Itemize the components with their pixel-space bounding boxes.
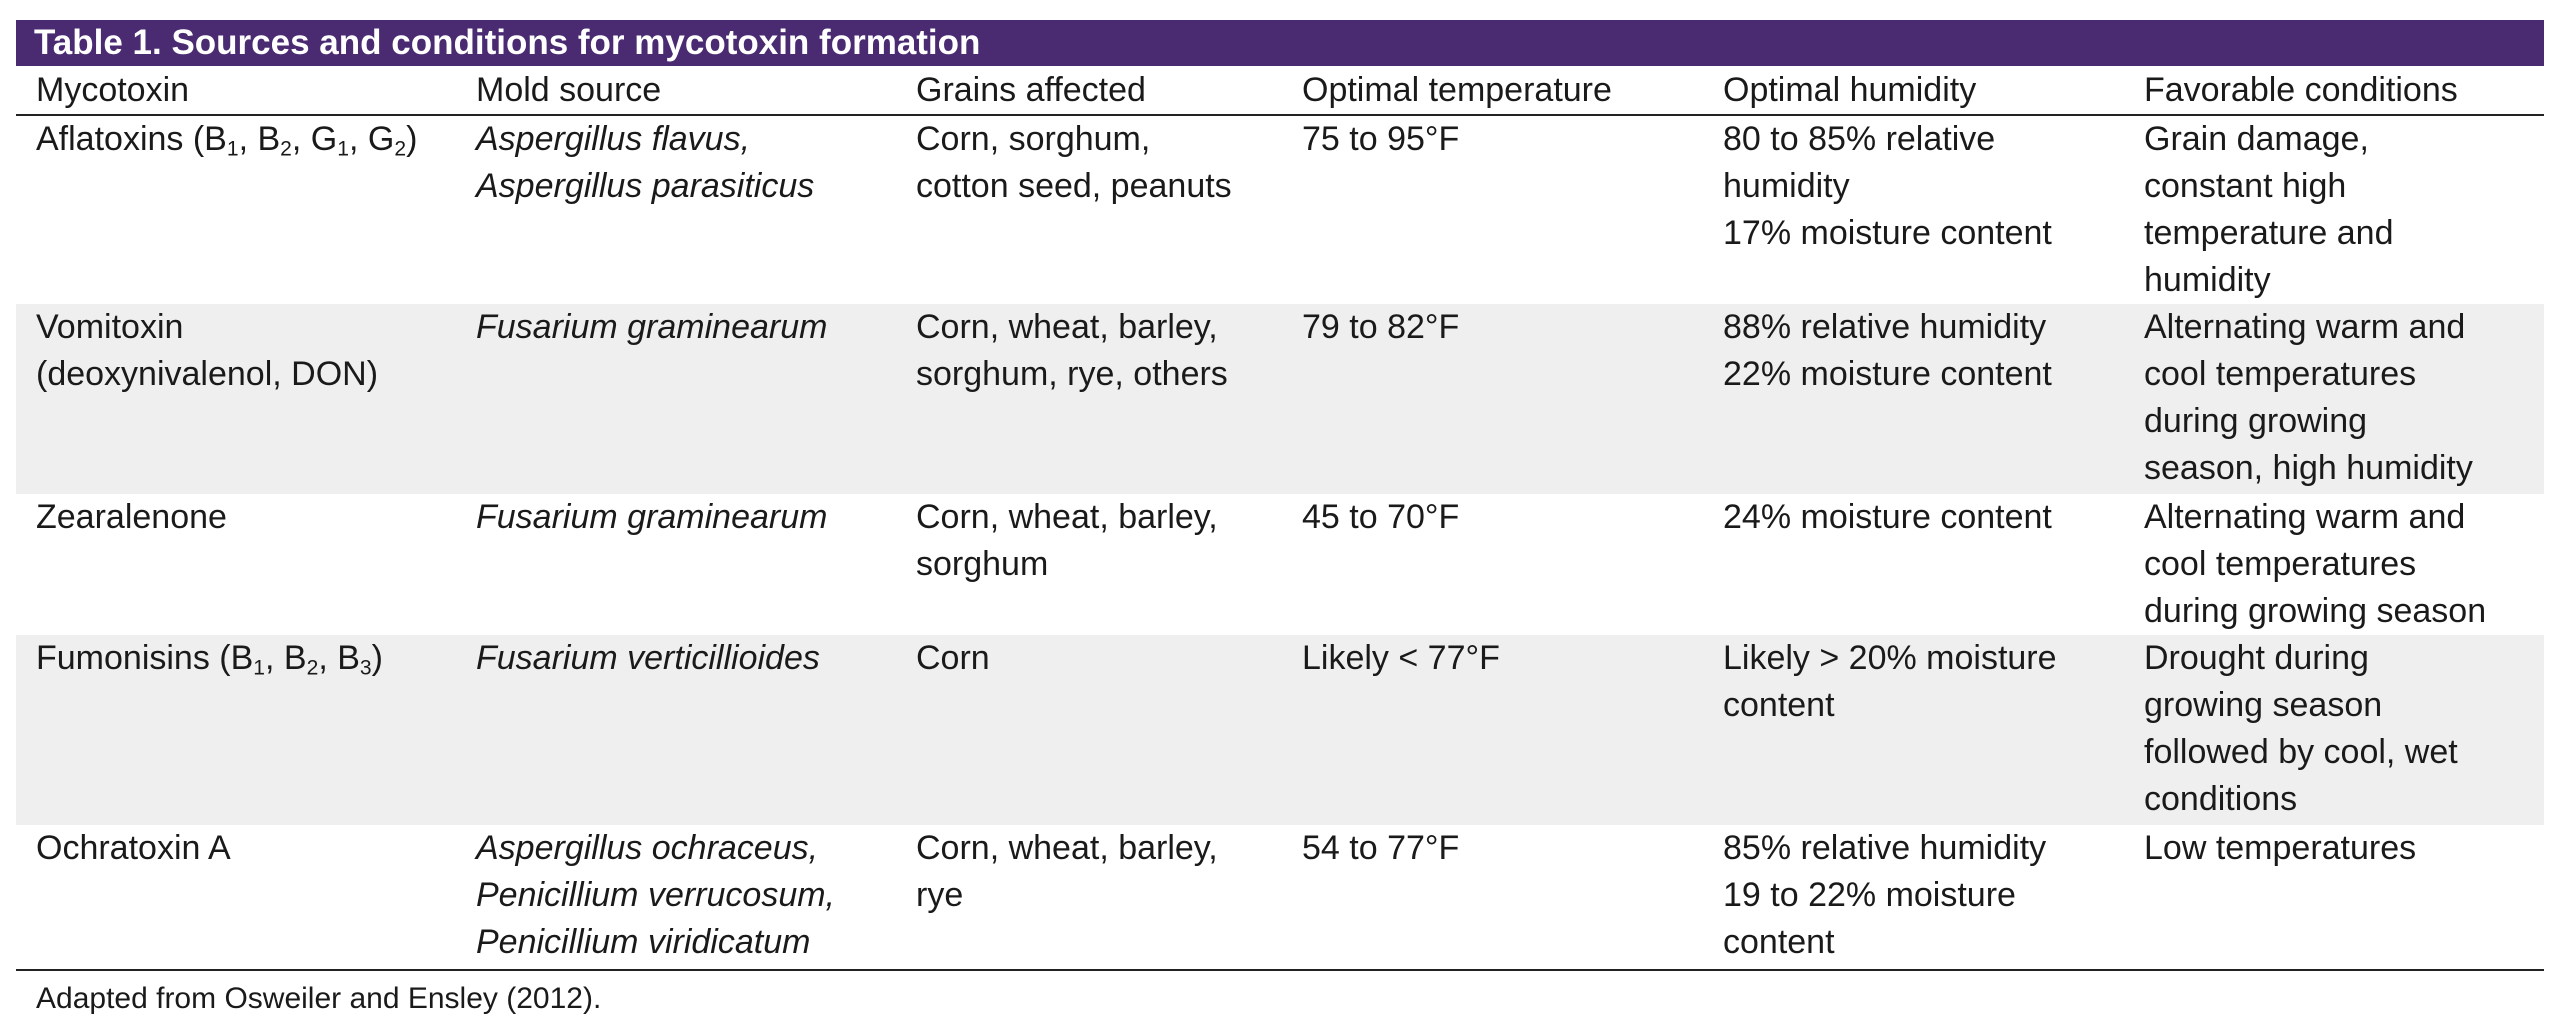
cell-mold-source: Aspergillus ochraceus, Penicillium verru… [456,825,896,971]
mycotoxin-table-figure: Table 1. Sources and conditions for myco… [16,20,2544,1019]
cell-mold-source: Fusarium graminearum [456,304,896,494]
source-note: Adapted from Osweiler and Ensley (2012). [36,982,602,1015]
cell-mycotoxin: Ochratoxin A [16,825,456,971]
cell-mold-source: Aspergillus flavus, Aspergillus parasiti… [476,120,815,205]
column-header-optimal-temperature: Optimal temperature [1282,66,1703,116]
cell-optimal-temperature: 54 to 77°F [1282,825,1703,971]
cell-favorable-conditions: Drought during growing season followed b… [2124,635,2544,825]
cell-favorable-conditions: Alternating warm and cool temperatures d… [2144,498,2487,630]
mycotoxin-name: Aflatoxins (B1, B2, G1, G2) [36,120,418,161]
mycotoxin-table: Mycotoxin Mold source Grains affected Op… [16,66,2544,971]
table-title: Table 1. Sources and conditions for myco… [16,20,2544,66]
cell-favorable-conditions: Grain damage, constant high temperature … [2144,120,2394,299]
cell-mycotoxin: Vomitoxin (deoxynivalenol, DON) [16,304,456,494]
column-header-favorable-conditions: Favorable conditions [2124,66,2544,116]
column-header-optimal-humidity: Optimal humidity [1703,66,2124,116]
table-row: Fumonisins (B1, B2, B3) Fusarium vertici… [16,635,2544,825]
cell-optimal-humidity: Likely > 20% moisture content [1703,635,2124,825]
cell-grains-affected: Corn, wheat, barley, sorghum, rye, other… [896,304,1282,494]
table-header-row: Mycotoxin Mold source Grains affected Op… [16,66,2544,116]
table-row: Aflatoxins (B1, B2, G1, G2) Aspergillus … [16,115,2544,304]
cell-mold-source: Fusarium verticillioides [456,635,896,825]
cell-optimal-temperature: 45 to 70°F [1302,498,1460,536]
cell-grains-affected: Corn, sorghum, cotton seed, peanuts [916,120,1232,205]
cell-grains-affected: Corn, wheat, barley, rye [896,825,1282,971]
cell-mycotoxin: Aflatoxins (B1, B2, G1, G2) [16,115,456,304]
column-header-grains-affected: Grains affected [896,66,1282,116]
column-header-mycotoxin: Mycotoxin [16,66,456,116]
cell-optimal-humidity: 85% relative humidity 19 to 22% moisture… [1703,825,2124,971]
mycotoxin-name: Fumonisins (B1, B2, B3) [36,639,383,680]
table-row: Ochratoxin A Aspergillus ochraceus, Peni… [16,825,2544,971]
column-header-mold-source: Mold source [456,66,896,116]
cell-optimal-humidity: 24% moisture content [1723,498,2052,536]
cell-optimal-temperature: 75 to 95°F [1302,120,1460,158]
cell-optimal-temperature: Likely < 77°F [1282,635,1703,825]
cell-optimal-humidity: 80 to 85% relative humidity 17% moisture… [1723,120,2052,252]
table-row: Zearalenone Fusarium graminearum Corn, w… [16,494,2544,635]
cell-mold-source: Fusarium graminearum [476,498,828,536]
cell-mycotoxin: Zearalenone [36,498,227,536]
cell-grains-affected: Corn [896,635,1282,825]
table-row: Vomitoxin (deoxynivalenol, DON) Fusarium… [16,304,2544,494]
cell-mycotoxin: Fumonisins (B1, B2, B3) [16,635,456,825]
cell-grains-affected: Corn, wheat, barley, sorghum [916,498,1218,583]
cell-favorable-conditions: Low temperatures [2124,825,2544,971]
cell-optimal-temperature: 79 to 82°F [1282,304,1703,494]
cell-optimal-humidity: 88% relative humidity 22% moisture conte… [1703,304,2124,494]
cell-favorable-conditions: Alternating warm and cool temperatures d… [2124,304,2544,494]
